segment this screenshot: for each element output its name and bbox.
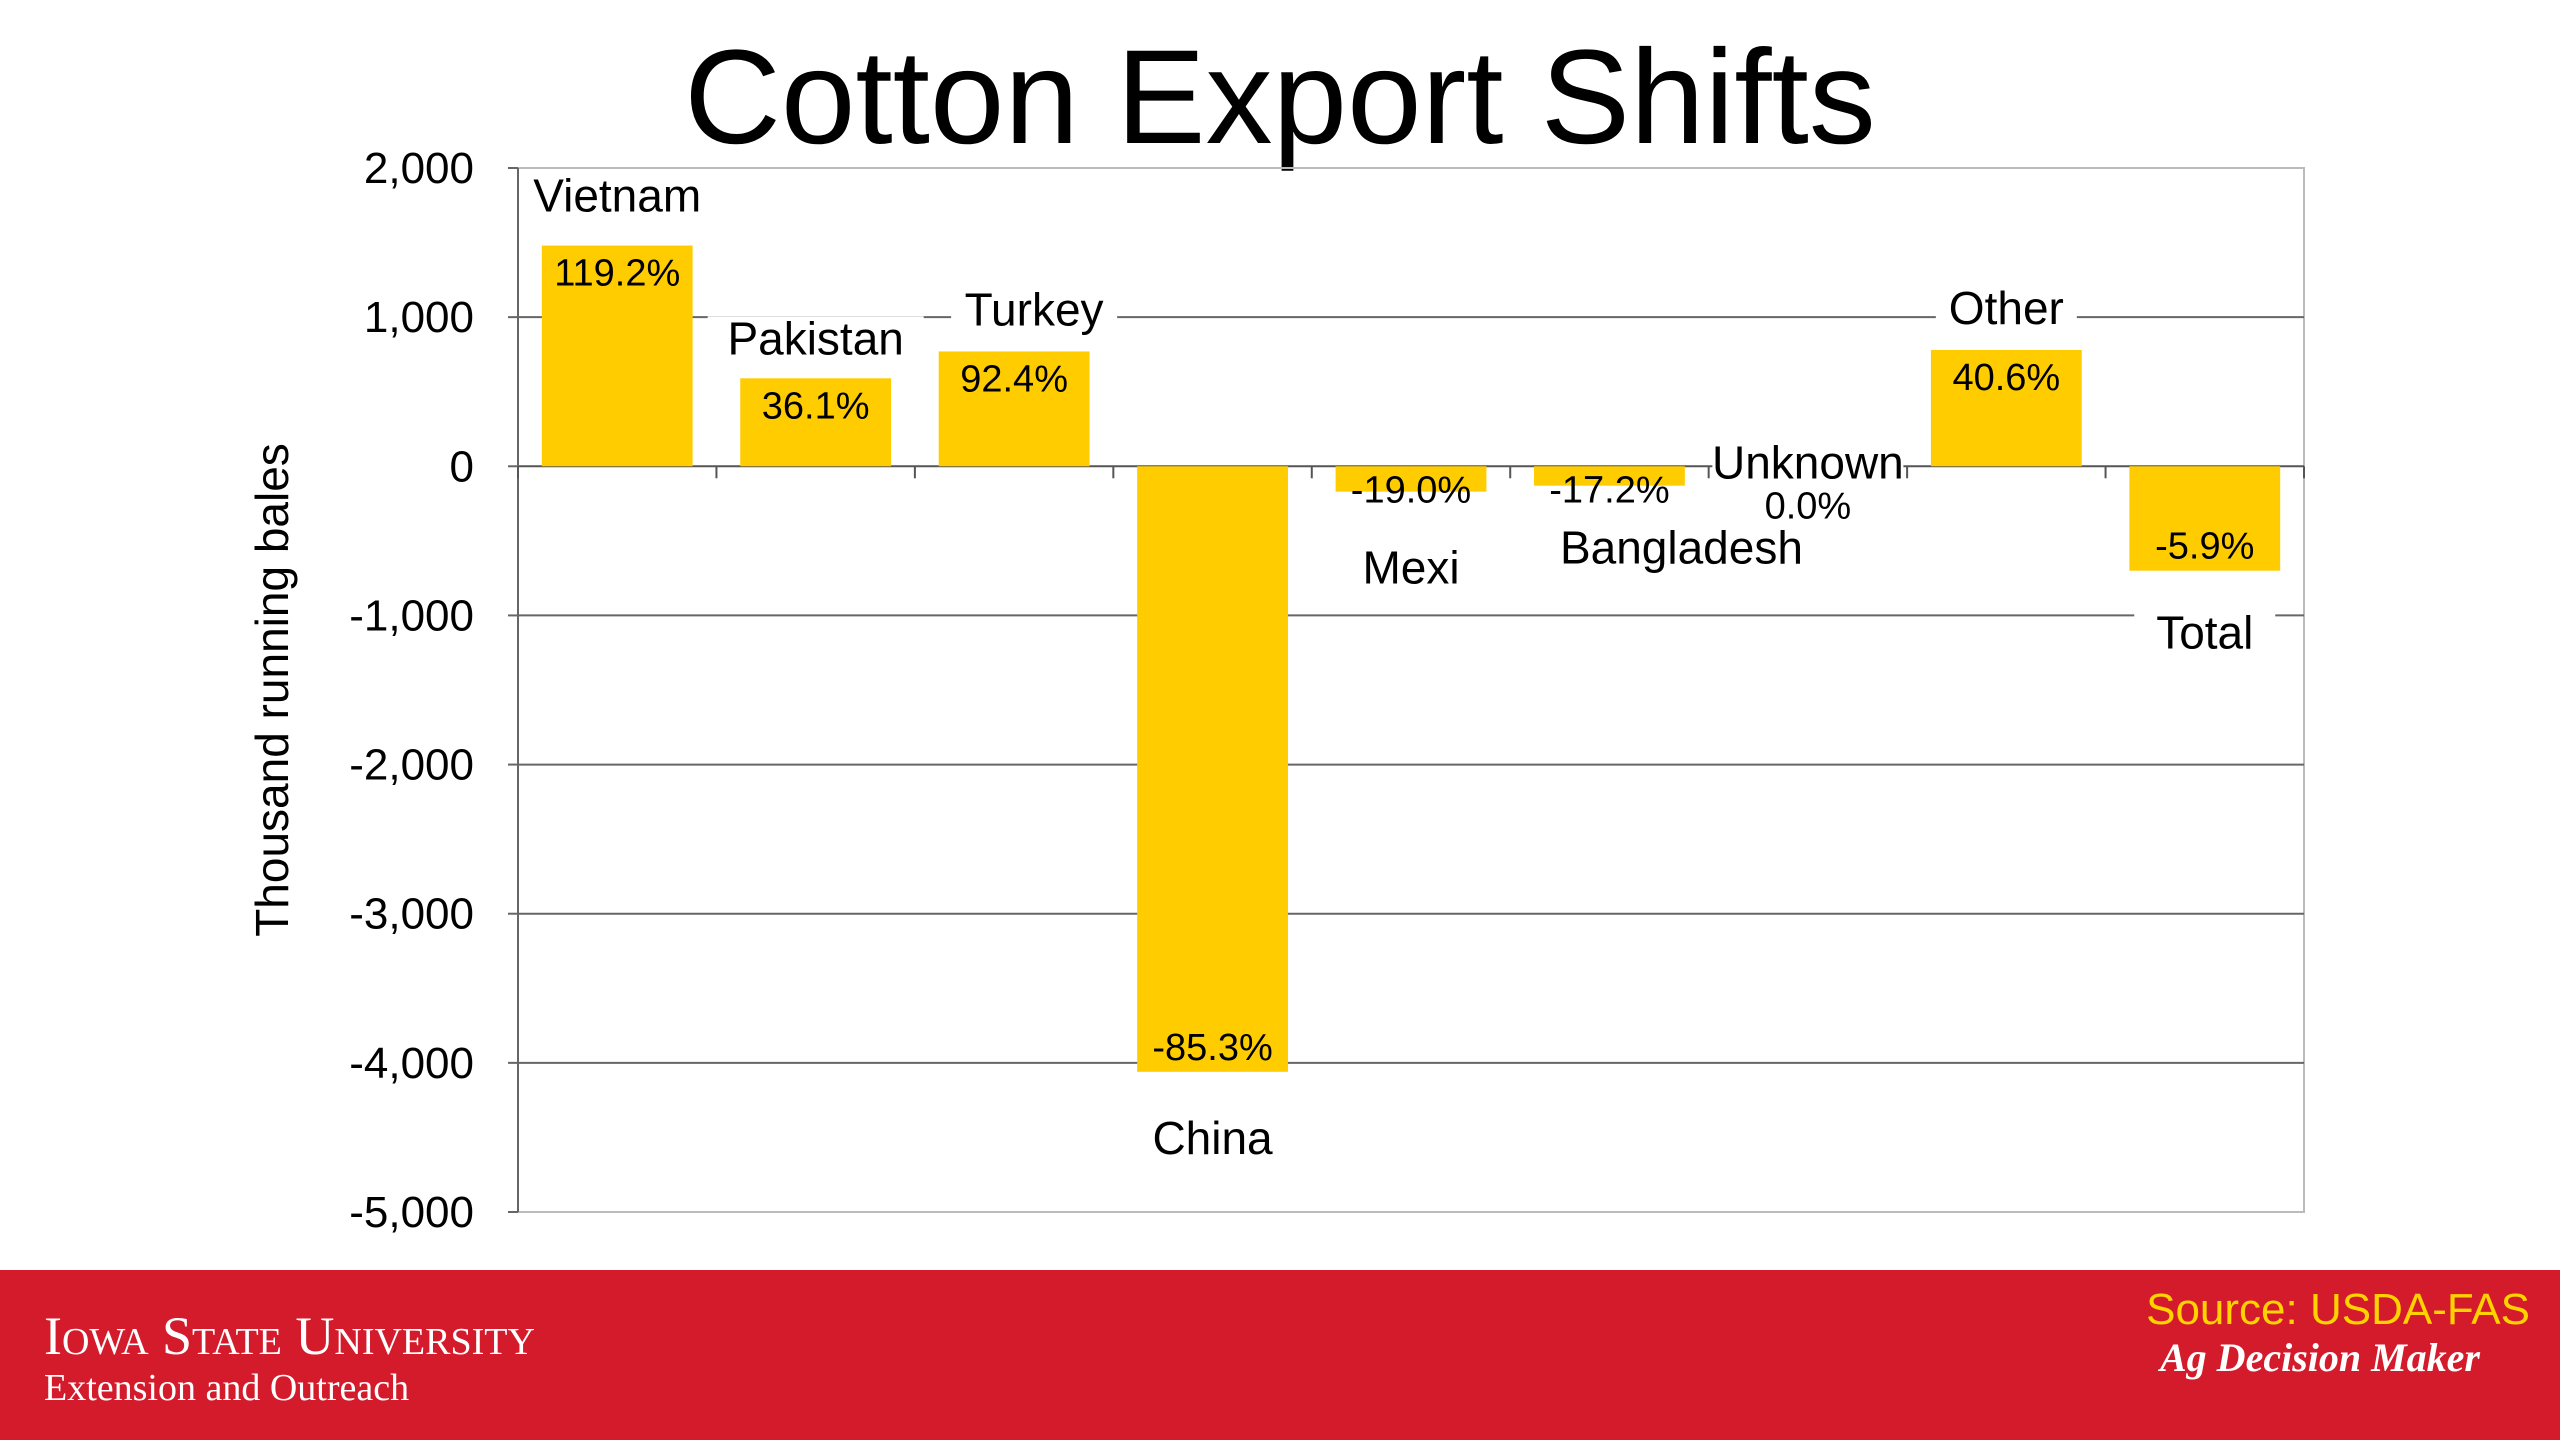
brand-text: Ag Decision Maker: [2160, 1335, 2480, 1380]
category-label-bg: [707, 316, 924, 365]
y-tick-label: -1,000: [349, 591, 474, 640]
university-logo-text: Iowa State University: [44, 1306, 535, 1366]
y-tick-label: -4,000: [349, 1039, 474, 1088]
category-label-bg: [1142, 1115, 1284, 1164]
category-label: Other: [1949, 282, 2064, 334]
category-label-bg: [1935, 285, 2077, 334]
footer-banner: Iowa State University Extension and Outr…: [0, 1270, 2560, 1440]
data-label: 40.6%: [1952, 357, 2060, 399]
bar-mexico: [1335, 466, 1487, 492]
y-tick-label: 2,000: [364, 144, 474, 193]
extension-text: Extension and Outreach: [44, 1367, 410, 1409]
data-label: 36.1%: [762, 385, 870, 427]
bar-vietnam: [541, 245, 693, 467]
category-label-bg: [951, 287, 1118, 336]
data-label: 92.4%: [960, 358, 1068, 400]
bar-pakistan: [740, 378, 892, 467]
bar-total: [2129, 466, 2281, 571]
data-label: -17.2%: [1549, 469, 1669, 511]
y-tick-label: 0: [450, 442, 474, 491]
bar-bangladesh: [1534, 466, 1685, 486]
category-label: Pakistan: [727, 312, 903, 364]
category-label: Mexi: [1362, 542, 1459, 594]
chart-title: Cotton Export Shifts: [684, 23, 1876, 172]
data-label: -85.3%: [1152, 1027, 1272, 1069]
y-tick-label: -2,000: [349, 741, 474, 790]
category-label: China: [1152, 1112, 1273, 1164]
y-tick-label: -5,000: [349, 1188, 474, 1237]
data-label: 0.0%: [1765, 485, 1852, 527]
y-tick-label: -3,000: [349, 890, 474, 939]
y-tick-label: 1,000: [364, 293, 474, 342]
source-credit: Source: USDA-FAS: [2146, 1285, 2530, 1334]
bars: [541, 245, 2281, 1072]
category-label-bg: [521, 173, 713, 222]
axes: [508, 167, 2305, 1213]
category-label: Vietnam: [533, 170, 701, 222]
category-label: Unknown: [1712, 436, 1904, 488]
bar-china: [1137, 466, 1288, 1072]
data-label: 119.2%: [554, 253, 680, 295]
category-label-bg: [2134, 610, 2276, 659]
category-label: Total: [2156, 607, 2253, 659]
bar-turkey: [938, 351, 1090, 467]
category-label: Turkey: [965, 283, 1104, 335]
data-label: -5.9%: [2155, 526, 2254, 568]
category-label: Bangladesh: [1560, 522, 1803, 574]
data-label: -19.0%: [1351, 469, 1471, 511]
category-label-bg: [1712, 440, 1904, 489]
labels: 2,000 1,000 0 -1,000 -2,000 -3,000 -4,000 -5,00…: [246, 144, 2276, 1237]
category-label-bg: [1353, 545, 1469, 594]
bar-chart: 2,000 1,000 0 -1,000 -2,000 -3,000 -4,000 -5,00…: [246, 144, 2305, 1237]
chart-area: 2,000 1,000 0 -1,000 -2,000 -3,000 -4,000 -5,00…: [246, 144, 2305, 1237]
y-axis-title: Thousand running bales: [246, 443, 298, 937]
bar-other: [1930, 349, 2082, 467]
category-label-bg: [1548, 525, 1815, 574]
